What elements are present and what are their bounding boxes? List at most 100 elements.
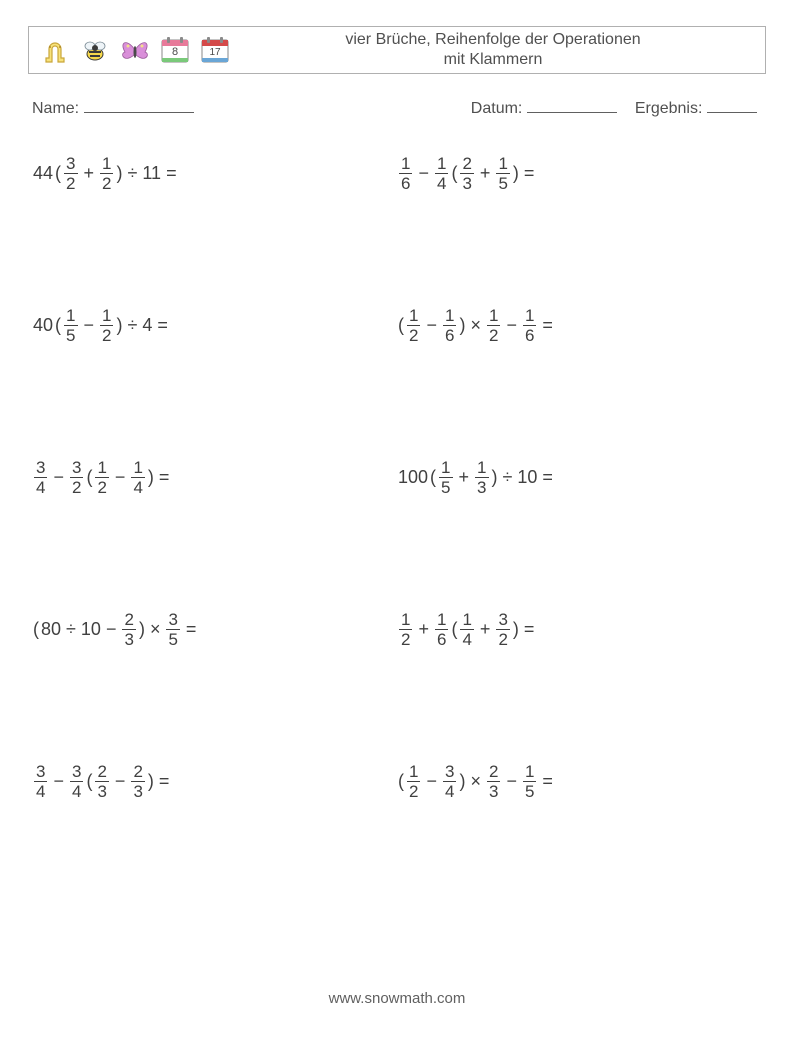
fraction: 13 (475, 459, 488, 496)
fraction: 34 (34, 763, 47, 800)
number: 11 (142, 163, 161, 184)
paren: ( (451, 163, 457, 184)
operator: − (53, 467, 64, 488)
fraction: 14 (131, 459, 144, 496)
paren: ) (116, 163, 122, 184)
operator: = (157, 315, 168, 336)
paren: ) (459, 315, 465, 336)
fraction: 32 (496, 611, 509, 648)
fraction: 12 (487, 307, 500, 344)
footer-url: www.snowmath.com (0, 990, 794, 1007)
fraction: 15 (496, 155, 509, 192)
operator: − (115, 771, 126, 792)
worksheet-title: vier Brüche, Reihenfolge der Operationen… (233, 30, 757, 70)
fraction: 23 (122, 611, 135, 648)
operator: = (159, 771, 170, 792)
fraction: 15 (439, 459, 452, 496)
paren: ) (116, 315, 122, 336)
paren: ) (459, 771, 465, 792)
fraction: 34 (70, 763, 83, 800)
operator: − (115, 467, 126, 488)
operator: + (480, 163, 491, 184)
operator: − (426, 771, 437, 792)
operator: × (150, 619, 161, 640)
number: 4 (142, 315, 152, 336)
number: 10 (517, 467, 537, 488)
operator: × (470, 315, 481, 336)
paren: ( (398, 771, 404, 792)
fraction: 14 (435, 155, 448, 192)
operator: = (186, 619, 197, 640)
fraction: 12 (407, 763, 420, 800)
operator: × (470, 771, 481, 792)
result-blank[interactable] (707, 96, 757, 113)
fraction: 16 (443, 307, 456, 344)
operator: = (524, 163, 535, 184)
fraction: 23 (95, 763, 108, 800)
number: 10 (81, 619, 101, 640)
paren: ( (86, 771, 92, 792)
operator: = (159, 467, 170, 488)
fraction: 16 (435, 611, 448, 648)
paren: ( (451, 619, 457, 640)
svg-text:8: 8 (172, 46, 178, 58)
bee-icon (77, 32, 113, 68)
problem-9: 34−34(23−23)= (32, 760, 397, 804)
problem-6: 100(15+13)÷10= (397, 456, 762, 500)
operator: − (53, 771, 64, 792)
calendar-8-icon: 8 (157, 32, 193, 68)
operator: − (426, 315, 437, 336)
problem-3: 40(15−12)÷4= (32, 304, 397, 348)
operator: − (506, 771, 517, 792)
operator: + (480, 619, 491, 640)
paren: ( (55, 315, 61, 336)
fraction: 23 (131, 763, 144, 800)
result-label: Ergebnis: (635, 100, 703, 117)
paren: ) (513, 163, 519, 184)
operator: ÷ (503, 467, 513, 488)
paren: ) (513, 619, 519, 640)
name-blank[interactable] (84, 96, 194, 113)
operator: + (84, 163, 95, 184)
svg-text:17: 17 (209, 47, 221, 58)
fraction: 14 (460, 611, 473, 648)
paren: ) (492, 467, 498, 488)
paren: ( (430, 467, 436, 488)
date-blank[interactable] (527, 96, 617, 113)
title-line-1: vier Brüche, Reihenfolge der Operationen (345, 31, 640, 48)
paren: ) (139, 619, 145, 640)
date-label: Datum: (471, 100, 523, 117)
title-line-2: mit Klammern (444, 51, 543, 68)
fraction: 23 (460, 155, 473, 192)
worksheet-header: 8 17 vier Brüche, Reihenfolge der Operat… (28, 26, 766, 74)
fraction: 32 (64, 155, 77, 192)
problem-10: (12−34)×23−15= (397, 760, 762, 804)
fraction: 34 (443, 763, 456, 800)
operator: + (418, 619, 429, 640)
paren: ( (86, 467, 92, 488)
fraction: 23 (487, 763, 500, 800)
fraction: 16 (399, 155, 412, 192)
number: 44 (33, 163, 53, 184)
problems-grid: 44(32+12)÷11=16−14(23+15)=40(15−12)÷4=(1… (28, 152, 766, 804)
operator: ÷ (127, 315, 137, 336)
problem-8: 12+16(14+32)= (397, 608, 762, 652)
fraction: 15 (523, 763, 536, 800)
paren: ( (55, 163, 61, 184)
operator: + (459, 467, 470, 488)
fraction: 35 (166, 611, 179, 648)
fraction: 16 (523, 307, 536, 344)
operator: = (542, 315, 553, 336)
operator: ÷ (127, 163, 137, 184)
fraction: 32 (70, 459, 83, 496)
operator: = (524, 619, 535, 640)
problem-5: 34−32(12−14)= (32, 456, 397, 500)
operator: − (506, 315, 517, 336)
number: 100 (398, 467, 428, 488)
paren: ) (148, 771, 154, 792)
fraction: 12 (100, 307, 113, 344)
paren: ( (398, 315, 404, 336)
horseshoe-icon (37, 32, 73, 68)
fraction: 12 (407, 307, 420, 344)
operator: ÷ (66, 619, 76, 640)
